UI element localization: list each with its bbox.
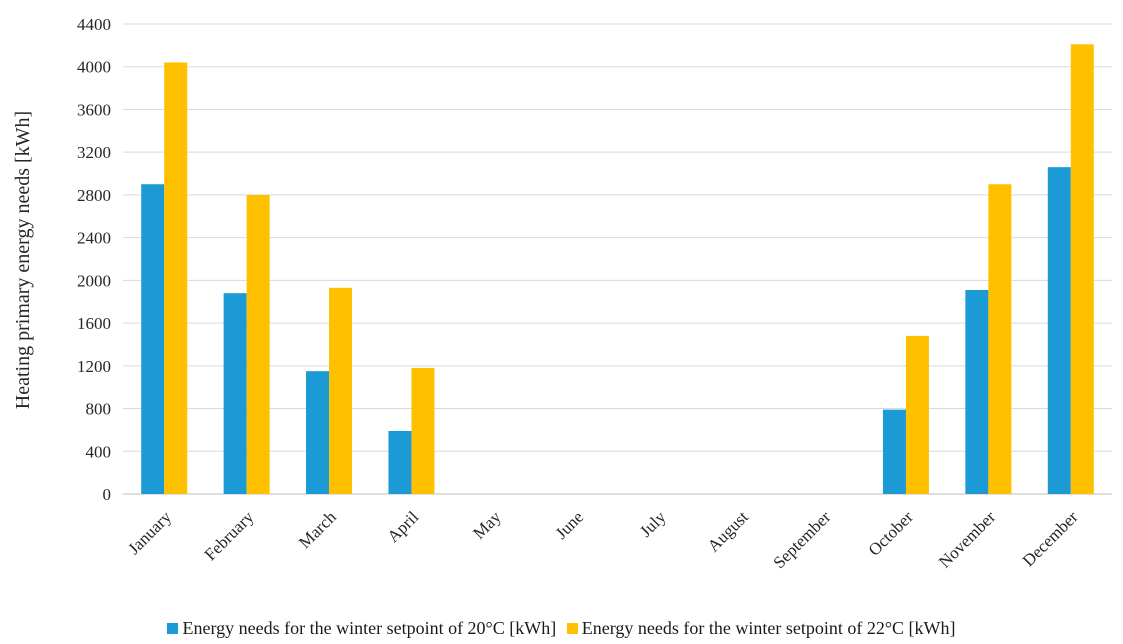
y-tick-label: 2000 (77, 271, 111, 290)
bar-20c (141, 184, 165, 494)
bar-22c (329, 287, 353, 494)
bar-20c (882, 409, 906, 494)
legend-label-20c: Energy needs for the winter setpoint of … (182, 618, 557, 638)
bar-22c (988, 184, 1012, 494)
y-axis-ticks: 0 400 800 1200 1600 2000 2400 2800 3200 3600 4000 4… (77, 15, 111, 504)
legend-item-20c: Energy needs for the winter setpoint of … (167, 618, 556, 639)
bar-chart: 0 400 800 1200 1600 2000 2400 2800 3200 3600 4000 4… (12, 15, 1112, 572)
x-tick-label: September (770, 507, 835, 572)
bar-22c (411, 367, 435, 494)
y-tick-label: 4400 (77, 15, 111, 34)
legend-swatch-22c (566, 623, 578, 634)
y-axis-label: Heating primary energy needs [kWh] (12, 111, 34, 409)
y-tick-label: 400 (86, 442, 112, 461)
legend: Energy needs for the winter setpoint of … (0, 618, 1123, 639)
gridlines (123, 23, 1112, 495)
y-tick-label: 3600 (77, 100, 111, 119)
x-tick-label: November (935, 507, 999, 571)
y-tick-label: 4000 (77, 58, 111, 77)
x-tick-label: March (295, 507, 340, 552)
bars (141, 44, 1094, 495)
bar-22c (246, 194, 270, 494)
legend-label-22c: Energy needs for the winter setpoint of … (581, 618, 956, 638)
x-tick-label: July (636, 507, 670, 541)
bar-20c (1047, 167, 1071, 495)
bar-20c (223, 293, 247, 494)
legend-item-22c: Energy needs for the winter setpoint of … (566, 618, 956, 639)
bar-22c (1070, 44, 1094, 494)
x-tick-label: May (469, 507, 505, 543)
y-tick-label: 0 (103, 485, 112, 504)
x-tick-label: April (383, 507, 422, 546)
y-tick-label: 3200 (77, 143, 111, 162)
x-tick-label: August (704, 507, 752, 555)
bar-20c (388, 430, 412, 494)
x-axis-ticks: January February March April May June July Augu… (124, 507, 1082, 572)
bar-20c (965, 289, 989, 494)
y-tick-label: 1600 (77, 314, 111, 333)
y-tick-label: 2800 (77, 186, 111, 205)
y-tick-label: 1200 (77, 357, 111, 376)
y-tick-label: 2400 (77, 229, 111, 248)
legend-swatch-20c (167, 623, 179, 634)
bar-20c (306, 371, 330, 494)
bar-22c (905, 335, 929, 494)
x-tick-label: February (201, 507, 258, 564)
x-tick-label: January (124, 507, 175, 558)
y-tick-label: 800 (86, 400, 112, 419)
x-tick-label: December (1019, 507, 1082, 570)
x-tick-label: June (552, 507, 587, 542)
x-tick-label: October (865, 507, 917, 559)
bar-22c (164, 62, 188, 495)
